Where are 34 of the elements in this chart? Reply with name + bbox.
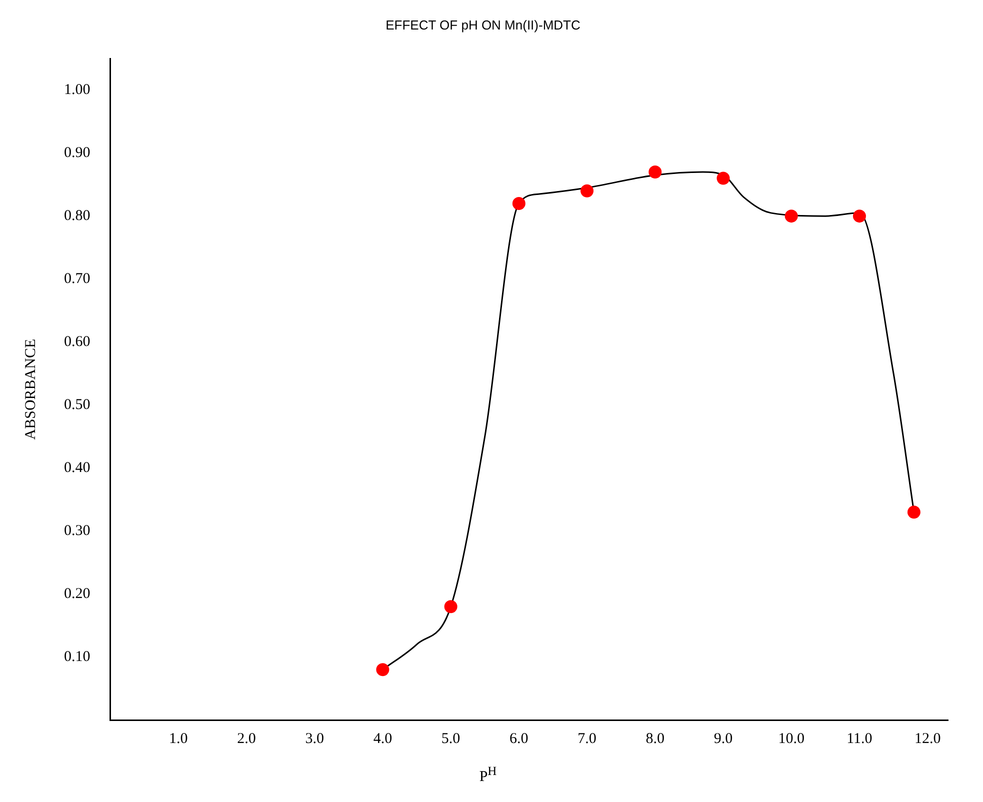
x-tick-label: 12.0 [914, 730, 941, 747]
y-tick-label: 1.00 [64, 82, 90, 98]
x-tick-label: 8.0 [646, 730, 665, 747]
y-tick-label: 0.70 [64, 271, 90, 288]
point [716, 172, 730, 185]
point [907, 506, 920, 519]
y-tick-label: 0.20 [64, 586, 90, 602]
x-tick-label: 4.0 [373, 730, 392, 747]
point [444, 600, 458, 614]
point [580, 184, 594, 198]
y-tick-label: 0.10 [64, 648, 90, 665]
y-tick-label: 0.30 [64, 522, 90, 539]
y-tick-label: 0.60 [64, 334, 90, 350]
chart-title: EFFECT OF pH ON Mn(II)-MDTC [386, 17, 580, 32]
point [376, 663, 390, 676]
x-tick-label: 5.0 [441, 730, 460, 747]
x-tick-label: 6.0 [510, 730, 528, 747]
y-tick-label: 0.40 [64, 460, 90, 476]
x-tick-label: 2.0 [237, 730, 256, 747]
y-axis-title: ABSORBANCE [22, 338, 39, 440]
x-tick-label: 11.0 [846, 730, 872, 747]
x-tick-label: 7.0 [578, 730, 596, 747]
x-tick-label: 10.0 [778, 730, 804, 747]
point [512, 196, 526, 210]
x-tick-label: 3.0 [305, 730, 324, 747]
y-tick-label: 0.90 [64, 145, 90, 162]
x-axis-title: P$^{H}$ [478, 764, 498, 786]
x-tick-label: 1.0 [168, 730, 188, 747]
y-tick-label: 0.80 [64, 208, 90, 224]
x-tick-label: 9.0 [714, 730, 733, 747]
point [852, 210, 866, 223]
point [648, 165, 662, 178]
y-tick-label: 0.50 [64, 396, 90, 413]
point [784, 210, 798, 223]
